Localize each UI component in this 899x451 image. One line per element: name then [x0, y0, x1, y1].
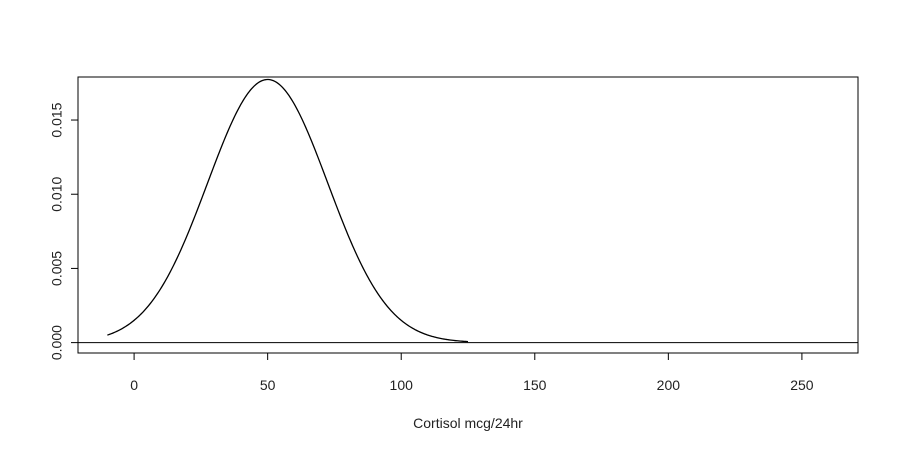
- x-tick-label: 150: [523, 377, 547, 393]
- density-curve: [107, 78, 469, 343]
- y-axis: 0.000 0.005 0.010 0.015: [49, 102, 79, 360]
- x-axis-title: Cortisol mcg/24hr: [413, 415, 523, 431]
- y-tick-label: 0.000: [49, 325, 65, 360]
- x-axis: 0 50 100 150 200 250: [130, 352, 814, 393]
- x-tick-label: 200: [657, 377, 681, 393]
- x-tick-label: 100: [390, 377, 414, 393]
- x-tick-label: 50: [260, 377, 276, 393]
- y-tick-label: 0.015: [49, 102, 65, 137]
- y-tick-label: 0.005: [49, 251, 65, 286]
- y-tick-label: 0.010: [49, 177, 65, 212]
- x-tick-label: 250: [790, 377, 814, 393]
- x-tick-label: 0: [130, 377, 138, 393]
